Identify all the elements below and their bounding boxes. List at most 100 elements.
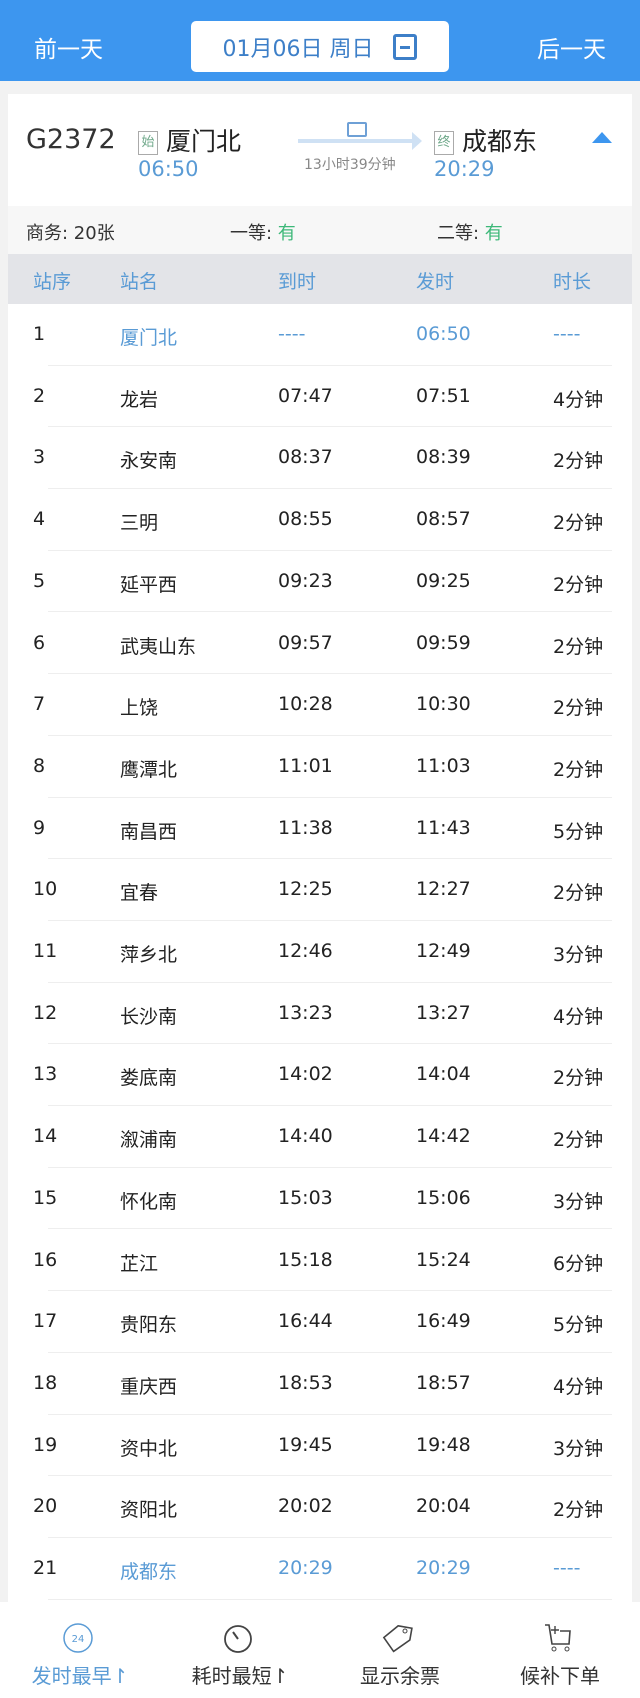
seat-label: 商务: (26, 223, 74, 244)
row-station: 厦门北 (120, 327, 178, 349)
row-depart: 14:04 (416, 1063, 471, 1086)
row-arrive: 11:38 (278, 816, 333, 839)
table-row[interactable]: 21 成都东 20:29 20:29 ---- (8, 1538, 632, 1600)
row-seq: 10 (33, 878, 58, 901)
row-station: 萍乡北 (120, 944, 178, 966)
table-row[interactable]: 4 三明 08:55 08:57 2分钟 (8, 489, 632, 551)
row-seq: 2 (33, 384, 46, 407)
row-seq: 13 (33, 1063, 58, 1086)
row-stop-duration: ---- (553, 1557, 581, 1579)
row-station: 溆浦南 (120, 1129, 178, 1152)
table-row[interactable]: 13 娄底南 14:02 14:04 2分钟 (8, 1044, 632, 1106)
tag-icon (382, 1624, 413, 1653)
end-badge: 终 (434, 131, 454, 155)
row-stop-duration: 3分钟 (553, 1190, 604, 1213)
waitlist-button[interactable]: 候补下单 (480, 1602, 640, 1698)
top-bar: 前一天 01月06日 周日 后一天 (0, 0, 640, 81)
start-badge: 始 (138, 131, 158, 155)
table-row[interactable]: 1 厦门北 ---- 06:50 ---- (8, 304, 632, 366)
to-station-name: 成都东 (462, 127, 538, 156)
table-row[interactable]: 18 重庆西 18:53 18:57 4分钟 (8, 1353, 632, 1415)
table-row[interactable]: 15 怀化南 15:03 15:06 3分钟 (8, 1168, 632, 1230)
sort-shortest-button[interactable]: 耗时最短↾ (160, 1602, 320, 1698)
row-depart: 12:49 (416, 940, 471, 962)
tab-label: 显示余票 (360, 1664, 440, 1688)
row-seq: 15 (33, 1186, 58, 1209)
row-station: 怀化南 (120, 1190, 178, 1213)
sort-earliest-button[interactable]: 24 发时最早↾ (0, 1602, 160, 1698)
row-stop-duration: 3分钟 (553, 944, 604, 966)
row-seq: 17 (33, 1310, 58, 1333)
row-station: 鹰潭北 (120, 758, 178, 781)
show-tickets-button[interactable]: 显示余票 (320, 1602, 480, 1698)
row-station: 资中北 (120, 1437, 178, 1460)
clock-24-icon: 24 (63, 1623, 93, 1653)
next-day-button[interactable]: 后一天 (537, 37, 606, 63)
table-row[interactable]: 8 鹰潭北 11:01 11:03 2分钟 (8, 736, 632, 798)
row-stop-duration: 2分钟 (553, 1067, 604, 1090)
row-depart: 06:50 (416, 323, 471, 345)
row-depart: 16:49 (416, 1310, 471, 1333)
train-number: G2372 (26, 124, 116, 155)
table-row[interactable]: 19 资中北 19:45 19:48 3分钟 (8, 1415, 632, 1477)
date-picker[interactable]: 01月06日 周日 (191, 21, 449, 72)
table-row[interactable]: 5 延平西 09:23 09:25 2分钟 (8, 551, 632, 613)
table-row[interactable]: 14 溆浦南 14:40 14:42 2分钟 (8, 1106, 632, 1168)
header-depart: 发时 (416, 271, 455, 293)
row-stop-duration: 2分钟 (553, 697, 604, 720)
row-station: 贵阳东 (120, 1314, 178, 1337)
row-stop-duration: 4分钟 (553, 1375, 604, 1398)
prev-day-button[interactable]: 前一天 (34, 37, 103, 63)
row-arrive: 11:01 (278, 754, 333, 777)
row-stop-duration: 5分钟 (553, 1314, 604, 1337)
collapse-icon[interactable] (592, 132, 612, 143)
table-header: 站序 站名 到时 发时 时长 (8, 254, 632, 304)
row-seq: 8 (33, 754, 46, 777)
table-row[interactable]: 17 贵阳东 16:44 16:49 5分钟 (8, 1291, 632, 1353)
table-row[interactable]: 6 武夷山东 09:57 09:59 2分钟 (8, 613, 632, 675)
from-station-name: 厦门北 (166, 127, 242, 156)
table-row[interactable]: 20 资阳北 20:02 20:04 2分钟 (8, 1476, 632, 1538)
row-seq: 6 (33, 631, 46, 654)
table-row[interactable]: 12 长沙南 13:23 13:27 4分钟 (8, 983, 632, 1045)
row-station: 资阳北 (120, 1499, 178, 1522)
row-depart: 15:24 (416, 1248, 471, 1271)
seat-label: 二等: (437, 223, 485, 244)
bottom-toolbar: 24 发时最早↾ 耗时最短↾ 显示余票 候补下单 (0, 1602, 640, 1698)
row-arrive: 08:55 (278, 508, 333, 531)
table-row[interactable]: 16 芷江 15:18 15:24 6分钟 (8, 1230, 632, 1292)
table-row[interactable]: 10 宜春 12:25 12:27 2分钟 (8, 859, 632, 921)
row-arrive: 09:23 (278, 569, 333, 592)
table-row[interactable]: 2 龙岩 07:47 07:51 4分钟 (8, 366, 632, 428)
table-row[interactable]: 9 南昌西 11:38 11:43 5分钟 (8, 798, 632, 860)
row-depart: 15:06 (416, 1186, 471, 1209)
row-stop-duration: 6分钟 (553, 1252, 604, 1275)
row-station: 芷江 (120, 1252, 159, 1275)
row-arrive: 13:23 (278, 1001, 333, 1024)
row-station: 上饶 (120, 697, 159, 720)
row-stop-duration: 2分钟 (553, 450, 604, 473)
seat-second: 二等: 有 (437, 219, 503, 245)
row-stop-duration: 5分钟 (553, 820, 604, 843)
tab-label: 耗时最短↾ (191, 1664, 289, 1688)
row-seq: 19 (33, 1433, 58, 1456)
row-depart: 11:43 (416, 816, 471, 839)
row-depart: 10:30 (416, 693, 471, 716)
row-stop-duration: ---- (553, 323, 581, 345)
table-row[interactable]: 3 永安南 08:37 08:39 2分钟 (8, 427, 632, 489)
row-arrive: 16:44 (278, 1310, 333, 1333)
table-row[interactable]: 11 萍乡北 12:46 12:49 3分钟 (8, 921, 632, 983)
arrive-time: 20:29 (434, 157, 495, 181)
row-depart: 18:57 (416, 1371, 471, 1394)
row-depart: 09:25 (416, 569, 471, 592)
row-stop-duration: 2分钟 (553, 635, 604, 658)
depart-time: 06:50 (138, 157, 199, 181)
row-arrive: 14:40 (278, 1125, 333, 1148)
row-station: 南昌西 (120, 820, 178, 843)
row-stop-duration: 4分钟 (553, 1005, 604, 1028)
table-row[interactable]: 7 上饶 10:28 10:30 2分钟 (8, 674, 632, 736)
header-stop: 时长 (553, 271, 592, 293)
row-arrive: ---- (278, 323, 306, 345)
row-depart: 11:03 (416, 754, 471, 777)
row-stop-duration: 2分钟 (553, 1499, 604, 1522)
